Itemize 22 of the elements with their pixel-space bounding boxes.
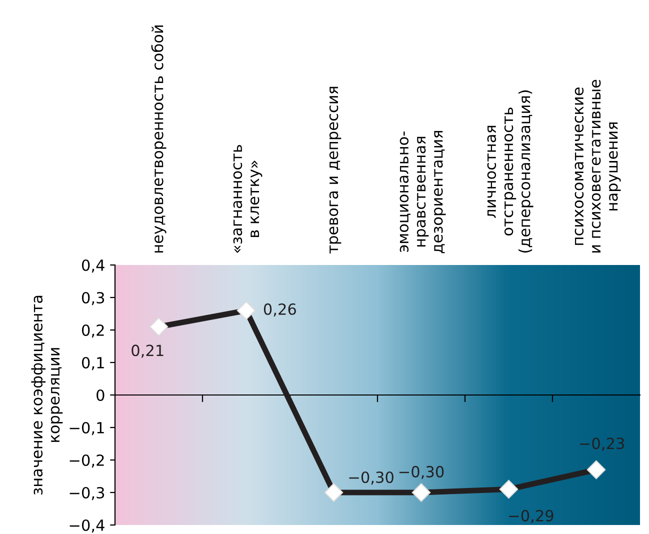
- y-tick-label: −0,2: [70, 454, 104, 468]
- y-tick-label: 0,4: [82, 259, 104, 273]
- y-tick-label: −0,4: [70, 519, 104, 533]
- data-label: −0,23: [580, 438, 624, 451]
- data-label: 0,21: [132, 344, 164, 358]
- data-label: 0,26: [264, 303, 296, 316]
- x-tick-label: психосоматические и психовегетативные нарушения: [574, 80, 621, 252]
- data-label: −0,30: [399, 466, 444, 480]
- x-tick-label: неудовлетворенность собой: [151, 25, 166, 252]
- data-label: −0,29: [509, 510, 554, 524]
- x-tick-label: эмоционально- нравственная дезориентация: [400, 130, 446, 254]
- x-tick-label: «загнанность в клетку»: [233, 144, 262, 253]
- x-tick-label: тревога и депрессия: [329, 86, 342, 254]
- x-tick-label: личностная отстраненность (деперсонализация): [487, 90, 534, 253]
- data-label: −0,30: [349, 471, 394, 485]
- y-tick-label: 0: [96, 389, 104, 402]
- y-tick-label: 0,3: [82, 292, 104, 306]
- y-axis-title: значение коэффициента корреляции: [31, 296, 63, 495]
- y-tick-label: −0,1: [70, 422, 104, 436]
- y-tick-label: 0,1: [82, 356, 104, 370]
- y-tick-label: 0,2: [82, 324, 104, 338]
- y-tick-label: −0,3: [70, 486, 104, 500]
